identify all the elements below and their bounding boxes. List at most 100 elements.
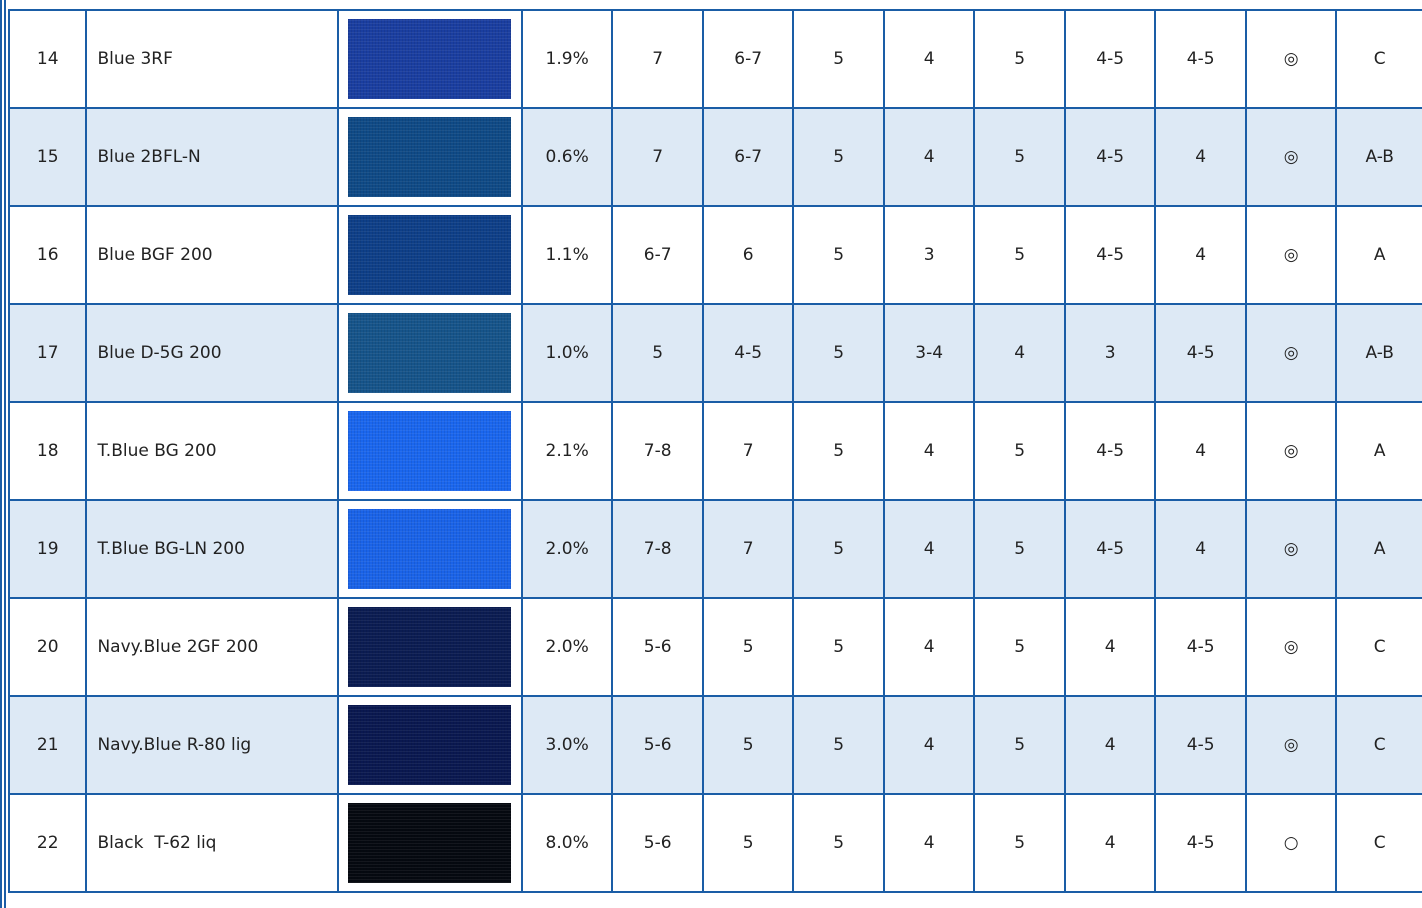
table-cell: 3-4 (882, 303, 976, 403)
table-cell: A (1335, 205, 1422, 305)
table-cell: 4 (1063, 597, 1157, 697)
swatch-cell (336, 597, 523, 697)
table-cell: 3 (882, 205, 976, 305)
table-cell: 2.0% (520, 499, 614, 599)
table-cell: 5-6 (611, 695, 704, 795)
table-cell: 5-6 (611, 793, 704, 893)
table-cell: 15 (7, 107, 88, 207)
table-cell: A-B (1335, 303, 1422, 403)
table-cell: 4-5 (1063, 499, 1157, 599)
table-cell: 8.0% (520, 793, 614, 893)
color-swatch (348, 411, 512, 491)
table-cell: 4-5 (1154, 695, 1247, 795)
table-cell: 4 (882, 9, 976, 109)
swatch-cell (336, 205, 523, 305)
color-swatch (348, 215, 512, 295)
table-cell: 5 (792, 205, 885, 305)
table-cell: 20 (7, 597, 88, 697)
table-cell: 7 (611, 107, 704, 207)
table-cell: C (1335, 793, 1422, 893)
table-cell: 5 (792, 597, 885, 697)
table-cell: ◎ (1244, 303, 1338, 403)
table-cell: 1.9% (520, 9, 614, 109)
color-swatch (348, 509, 512, 589)
table-body: 14 Blue 3RF 1.9% 7 6-7 5 4 5 4-5 4-5 ◎ C 15 Blue 2BFL… (7, 9, 1422, 893)
table-cell: 4-5 (1154, 303, 1247, 403)
table-cell: 4-5 (1063, 205, 1157, 305)
table-cell: ◎ (1244, 597, 1338, 697)
color-swatch (348, 607, 512, 687)
table-cell: 4-5 (1063, 107, 1157, 207)
color-swatch (348, 19, 512, 99)
table-cell: T.Blue BG-LN 200 (85, 499, 339, 599)
swatch-cell (336, 303, 523, 403)
table-cell: 3 (1063, 303, 1157, 403)
table-cell: 2.0% (520, 597, 614, 697)
table-cell: 4 (882, 597, 976, 697)
swatch-cell (336, 107, 523, 207)
table-cell: 5 (973, 107, 1066, 207)
table-cell: A-B (1335, 107, 1422, 207)
table-cell: 22 (7, 793, 88, 893)
table-cell: 4 (882, 401, 976, 501)
table-cell: 5 (792, 303, 885, 403)
table-cell: 6-7 (701, 9, 795, 109)
table-cell: 5 (792, 401, 885, 501)
table-row: 18 T.Blue BG 200 2.1% 7-8 7 5 4 5 4-5 4 ◎ A (7, 401, 1422, 501)
table-cell: 1.0% (520, 303, 614, 403)
table-cell: 5 (792, 695, 885, 795)
table-cell: 4-5 (1154, 9, 1247, 109)
table-cell: 0.6% (520, 107, 614, 207)
table-cell: C (1335, 695, 1422, 795)
table-cell: Blue 3RF (85, 9, 339, 109)
color-swatch (348, 313, 512, 393)
table-cell: Blue 2BFL-N (85, 107, 339, 207)
table-cell: 7 (701, 499, 795, 599)
table-cell: 16 (7, 205, 88, 305)
table-cell: 3.0% (520, 695, 614, 795)
table-cell: 5 (973, 499, 1066, 599)
table-cell: C (1335, 597, 1422, 697)
table-cell: 4 (973, 303, 1066, 403)
table-cell: 5 (701, 793, 795, 893)
table-cell: ◎ (1244, 401, 1338, 501)
table-cell: 4-5 (1063, 401, 1157, 501)
table-row: 22 Black T-62 liq 8.0% 5-6 5 5 4 5 4 4-5 ○ C (7, 793, 1422, 893)
table-cell: 6-7 (611, 205, 704, 305)
table-cell: 4-5 (701, 303, 795, 403)
table-cell: 5 (973, 793, 1066, 893)
table-cell: Black T-62 liq (85, 793, 339, 893)
table-cell: ◎ (1244, 205, 1338, 305)
table-cell: 4-5 (1154, 597, 1247, 697)
swatch-cell (336, 401, 523, 501)
table-row: 19 T.Blue BG-LN 200 2.0% 7-8 7 5 4 5 4-5 4 ◎ A (7, 499, 1422, 599)
table-cell: 7-8 (611, 499, 704, 599)
table-cell: 7 (611, 9, 704, 109)
table-cell: 6-7 (701, 107, 795, 207)
table-row: 15 Blue 2BFL-N 0.6% 7 6-7 5 4 5 4-5 4 ◎ A-B (7, 107, 1422, 207)
table-cell: 5 (701, 695, 795, 795)
table-cell: 6 (701, 205, 795, 305)
table-row: 17 Blue D-5G 200 1.0% 5 4-5 5 3-4 4 3 4-5 ◎ A-B (7, 303, 1422, 403)
table-cell: ◎ (1244, 9, 1338, 109)
table-cell: 19 (7, 499, 88, 599)
table-cell: 5 (792, 107, 885, 207)
color-swatch (348, 117, 512, 197)
swatch-cell (336, 793, 523, 893)
table-row: 14 Blue 3RF 1.9% 7 6-7 5 4 5 4-5 4-5 ◎ C (7, 9, 1422, 109)
table-cell: T.Blue BG 200 (85, 401, 339, 501)
table-cell: 4 (1154, 499, 1247, 599)
table-cell: 4 (1063, 695, 1157, 795)
table-cell: 5-6 (611, 597, 704, 697)
table-cell: ◎ (1244, 499, 1338, 599)
table-cell: 5 (973, 695, 1066, 795)
table-cell: 4 (1154, 205, 1247, 305)
table-cell: Blue BGF 200 (85, 205, 339, 305)
table-cell: 2.1% (520, 401, 614, 501)
table-cell: 5 (792, 9, 885, 109)
table-cell: 1.1% (520, 205, 614, 305)
color-swatch (348, 705, 512, 785)
table-cell: 4 (1154, 107, 1247, 207)
table-cell: Blue D-5G 200 (85, 303, 339, 403)
